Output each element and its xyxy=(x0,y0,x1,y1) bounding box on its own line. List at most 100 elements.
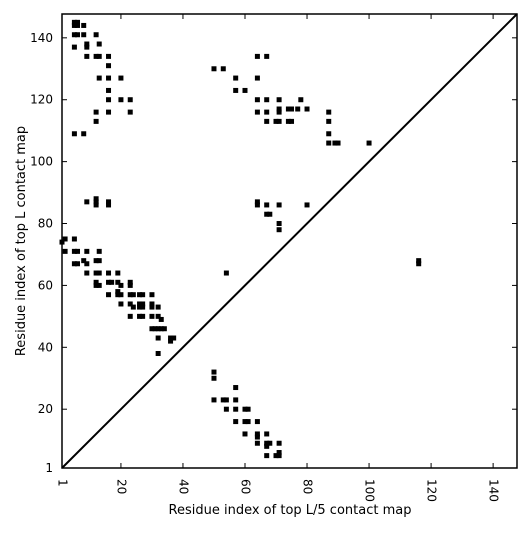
contact-point xyxy=(140,301,146,307)
contact-point xyxy=(168,338,174,344)
contact-point xyxy=(140,313,146,319)
contact-point xyxy=(276,109,282,115)
x-tick-label: 1 xyxy=(56,479,70,487)
contact-point xyxy=(273,453,279,459)
contact-point xyxy=(137,304,143,310)
contact-point xyxy=(273,118,279,124)
y-tick-label: 40 xyxy=(38,340,53,354)
y-tick-label: 100 xyxy=(30,155,53,169)
contact-point xyxy=(335,140,341,146)
contact-point xyxy=(93,279,99,285)
contact-point xyxy=(242,431,248,437)
contact-point xyxy=(276,118,282,124)
contact-point xyxy=(211,375,217,381)
contact-point xyxy=(298,97,304,103)
contact-point xyxy=(223,397,229,403)
contact-point xyxy=(242,419,248,425)
contact-point xyxy=(140,304,146,310)
x-tick-label: 40 xyxy=(176,479,190,494)
contact-point xyxy=(155,313,161,319)
contact-point xyxy=(245,419,251,425)
contact-point xyxy=(254,419,260,425)
x-tick-label: 120 xyxy=(425,479,439,502)
contact-point xyxy=(264,118,270,124)
contact-point xyxy=(84,199,90,205)
contact-point xyxy=(118,292,124,298)
contact-point xyxy=(245,406,251,412)
contact-point xyxy=(264,109,270,115)
contact-point xyxy=(254,202,260,208)
contact-point xyxy=(84,41,90,47)
contact-point xyxy=(137,313,143,319)
contact-point xyxy=(155,335,161,341)
contact-point xyxy=(96,41,102,47)
contact-point xyxy=(71,44,77,50)
contact-point xyxy=(71,19,77,25)
contact-point xyxy=(93,199,99,205)
contact-point xyxy=(168,335,174,341)
contact-point xyxy=(127,292,133,298)
contact-point xyxy=(326,140,332,146)
x-tick-label: 20 xyxy=(114,479,128,494)
contact-point xyxy=(223,270,229,276)
contact-point xyxy=(84,261,90,267)
contact-point xyxy=(106,63,112,69)
contact-point xyxy=(127,97,133,103)
contact-point xyxy=(62,236,68,242)
contact-point xyxy=(96,282,102,288)
contact-point xyxy=(326,109,332,115)
contact-point xyxy=(155,304,161,310)
contact-point xyxy=(93,32,99,38)
y-tick-label: 1 xyxy=(45,461,53,475)
contact-point xyxy=(75,32,81,38)
contact-point xyxy=(276,221,282,227)
contact-point xyxy=(285,106,291,112)
contact-point xyxy=(71,248,77,254)
contact-point xyxy=(276,97,282,103)
contact-point xyxy=(161,326,167,332)
contact-point xyxy=(211,397,217,403)
contact-point xyxy=(285,118,291,124)
contact-point xyxy=(211,369,217,375)
contact-point xyxy=(289,118,295,124)
contact-point xyxy=(115,270,121,276)
contact-point xyxy=(81,131,87,137)
contact-point xyxy=(264,440,270,446)
contact-point xyxy=(366,140,372,146)
contact-point xyxy=(81,22,87,28)
contact-point xyxy=(96,53,102,59)
contact-point xyxy=(93,270,99,276)
contact-point xyxy=(149,292,155,298)
contact-point xyxy=(118,75,124,81)
contact-point xyxy=(233,385,239,391)
contact-point xyxy=(149,304,155,310)
contact-point xyxy=(416,258,422,264)
contact-point xyxy=(158,316,164,322)
contact-point xyxy=(71,32,77,38)
contact-point xyxy=(276,453,282,459)
contact-point xyxy=(75,248,81,254)
contact-point xyxy=(254,431,260,437)
contact-point xyxy=(264,453,270,459)
contact-point xyxy=(81,258,87,264)
contact-point xyxy=(71,131,77,137)
contact-point xyxy=(304,202,310,208)
contact-point xyxy=(155,326,161,332)
contact-point xyxy=(127,279,133,285)
contact-point xyxy=(106,87,112,93)
contact-point xyxy=(233,75,239,81)
contact-point xyxy=(127,109,133,115)
contact-point xyxy=(106,199,112,205)
contact-point xyxy=(75,19,81,25)
contact-point xyxy=(115,289,121,295)
y-tick-label: 120 xyxy=(30,93,53,107)
contact-point xyxy=(289,106,295,112)
contact-point xyxy=(84,44,90,50)
contact-point xyxy=(233,419,239,425)
contact-point xyxy=(106,109,112,115)
plot-frame xyxy=(61,13,518,469)
contact-point xyxy=(118,282,124,288)
